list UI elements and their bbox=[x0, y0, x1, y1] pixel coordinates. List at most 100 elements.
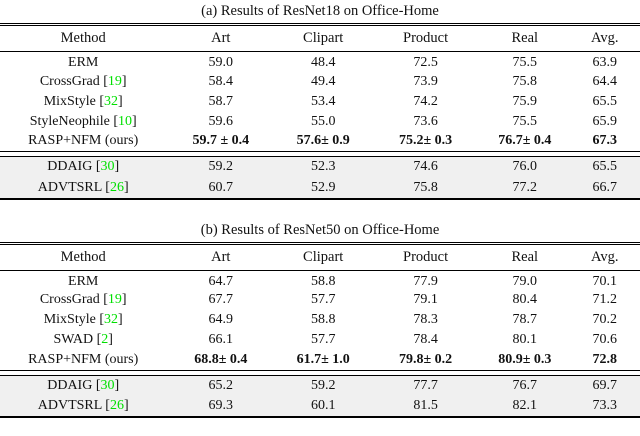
method-cell: MixStyle [32] bbox=[0, 92, 166, 112]
citation-number[interactable]: 30 bbox=[100, 159, 115, 175]
value-cell: 59.6 bbox=[208, 113, 234, 129]
value-cell: 59.0 bbox=[208, 55, 234, 71]
value-cell: 52.9 bbox=[310, 179, 336, 195]
value-cell: 72.8 bbox=[592, 351, 618, 367]
value-cell: 61.7± 1.0 bbox=[296, 351, 350, 367]
main-rows: ERM 59.0 48.4 72.5 75.5 63.9 CrossGrad [19] 58.… bbox=[0, 52, 640, 152]
method-name: SWAD bbox=[53, 332, 94, 347]
method-name: MixStyle bbox=[43, 312, 96, 327]
citation-number[interactable]: 26 bbox=[109, 179, 124, 195]
value-cell: 64.9 bbox=[208, 312, 234, 327]
column-header: Clipart bbox=[303, 30, 344, 46]
table-caption: (a) Results of ResNet18 on Office-Home bbox=[201, 3, 439, 19]
value-cell: 81.5 bbox=[413, 398, 438, 413]
method-cell: CrossGrad [19] bbox=[0, 72, 166, 92]
column-header: Art bbox=[211, 30, 231, 46]
value-cell: 48.4 bbox=[310, 55, 336, 71]
value-cell: 80.1 bbox=[512, 332, 538, 347]
citation-link[interactable]: [2] bbox=[93, 332, 113, 347]
method-name: ERM bbox=[68, 273, 99, 289]
value-cell: 69.3 bbox=[208, 398, 234, 413]
method-cell: CrossGrad [19] bbox=[0, 290, 166, 310]
method-name: DDAIG bbox=[47, 159, 93, 175]
table-row: ERM 64.7 58.8 77.9 79.0 70.1 bbox=[0, 270, 640, 290]
method-name: CrossGrad bbox=[39, 73, 100, 89]
method-cell: RASP+NFM (ours) bbox=[0, 350, 166, 370]
citation-link[interactable]: [19] bbox=[99, 292, 127, 307]
citation-number[interactable]: 19 bbox=[107, 73, 122, 89]
citation-link[interactable]: [10] bbox=[109, 113, 137, 129]
value-cell: 77.2 bbox=[512, 179, 538, 195]
citation-link[interactable]: [30] bbox=[92, 377, 120, 393]
value-cell: 59.7 ± 0.4 bbox=[192, 133, 250, 149]
method-cell: ERM bbox=[0, 270, 166, 290]
value-cell: 71.2 bbox=[592, 292, 618, 307]
value-cell: 70.6 bbox=[592, 332, 618, 347]
table-row: RASP+NFM (ours) 68.8± 0.4 61.7± 1.0 79.8± 0… bbox=[0, 350, 640, 370]
results-table-section-b: (b) Results of ResNet50 on Office-Home M… bbox=[0, 221, 640, 419]
citation-number[interactable]: 32 bbox=[104, 312, 118, 327]
value-cell: 49.4 bbox=[310, 73, 336, 89]
method-cell: DDAIG [30] bbox=[0, 157, 166, 178]
value-cell: 72.5 bbox=[413, 55, 438, 71]
method-cell: DDAIG [30] bbox=[0, 375, 166, 396]
citation-link[interactable]: [19] bbox=[99, 73, 127, 89]
column-header: Method bbox=[60, 248, 106, 265]
column-header: Product bbox=[403, 30, 449, 46]
value-cell: 76.0 bbox=[512, 159, 538, 175]
method-name: RASP+NFM (ours) bbox=[28, 351, 139, 367]
citation-number[interactable]: 10 bbox=[118, 113, 132, 129]
results-table: Method Art Clipart Product Real Avg. ERM 64.7 5… bbox=[0, 242, 640, 419]
value-cell: 75.2± 0.3 bbox=[398, 133, 453, 149]
value-cell: 74.6 bbox=[413, 159, 438, 175]
citation-number[interactable]: 2 bbox=[101, 332, 109, 347]
value-cell: 58.7 bbox=[208, 93, 234, 109]
table-row: DDAIG [30] 65.2 59.2 77.7 76.7 69.7 bbox=[0, 375, 640, 396]
value-cell: 57.7 bbox=[310, 332, 336, 347]
citation-number[interactable]: 32 bbox=[104, 93, 118, 109]
value-cell: 73.9 bbox=[413, 73, 438, 89]
method-name: MixStyle bbox=[43, 93, 96, 109]
value-cell: 82.1 bbox=[512, 398, 538, 413]
citation-number[interactable]: 19 bbox=[107, 292, 122, 307]
value-cell: 78.4 bbox=[413, 332, 438, 347]
table-row: RASP+NFM (ours) 59.7 ± 0.4 57.6± 0.9 75.2± … bbox=[0, 132, 640, 152]
method-name: StyleNeophile bbox=[29, 113, 110, 129]
value-cell: 75.5 bbox=[512, 55, 538, 71]
value-cell: 75.9 bbox=[512, 93, 538, 109]
value-cell: 64.4 bbox=[592, 73, 618, 89]
table-row: DDAIG [30] 59.2 52.3 74.6 76.0 65.5 bbox=[0, 156, 640, 178]
value-cell: 68.8± 0.4 bbox=[194, 351, 248, 367]
column-header: Avg. bbox=[591, 30, 619, 46]
table-row: ADVTSRL [26] 69.3 60.1 81.5 82.1 73.3 bbox=[0, 396, 640, 417]
value-cell: 70.1 bbox=[592, 273, 618, 289]
citation-link[interactable]: [26] bbox=[101, 398, 129, 413]
shaded-rows: DDAIG [30] 59.2 52.3 74.6 76.0 65.5 ADVTSRL [2… bbox=[0, 156, 640, 199]
value-cell: 77.9 bbox=[413, 273, 438, 289]
value-cell: 70.2 bbox=[592, 312, 618, 327]
value-cell: 69.7 bbox=[592, 377, 618, 393]
value-cell: 57.7 bbox=[310, 292, 336, 307]
value-cell: 58.8 bbox=[310, 273, 336, 289]
method-cell: SWAD [2] bbox=[0, 330, 166, 350]
value-cell: 58.4 bbox=[208, 73, 234, 89]
citation-link[interactable]: [26] bbox=[101, 179, 129, 195]
value-cell: 64.7 bbox=[208, 273, 234, 289]
header-row: Method Art Clipart Product Real Avg. bbox=[0, 243, 640, 270]
value-cell: 73.6 bbox=[413, 113, 438, 129]
value-cell: 59.2 bbox=[208, 159, 234, 175]
method-cell: StyleNeophile [10] bbox=[0, 112, 166, 132]
method-name: ADVTSRL bbox=[37, 179, 102, 195]
value-cell: 75.8 bbox=[512, 73, 538, 89]
value-cell: 60.1 bbox=[310, 398, 336, 413]
citation-link[interactable]: [32] bbox=[95, 312, 123, 327]
citation-link[interactable]: [32] bbox=[95, 93, 123, 109]
value-cell: 65.5 bbox=[592, 159, 618, 175]
value-cell: 58.8 bbox=[310, 312, 336, 327]
shaded-rows: DDAIG [30] 65.2 59.2 77.7 76.7 69.7 ADVTSRL [2… bbox=[0, 375, 640, 417]
citation-number[interactable]: 26 bbox=[109, 398, 124, 413]
citation-link[interactable]: [30] bbox=[92, 159, 120, 175]
value-cell: 75.5 bbox=[512, 113, 538, 129]
citation-number[interactable]: 30 bbox=[100, 377, 115, 393]
column-header: Real bbox=[511, 30, 539, 46]
